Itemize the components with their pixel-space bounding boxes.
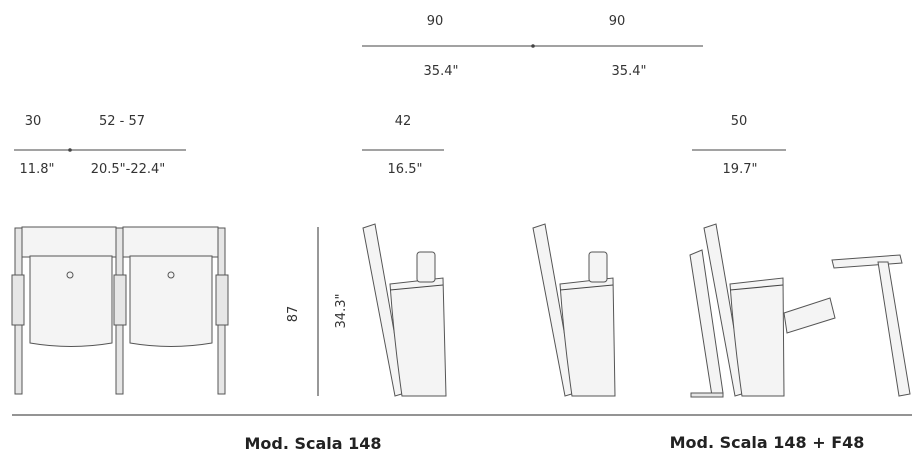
tablet-cm: 50 [731, 114, 748, 129]
side2-body [559, 277, 616, 397]
top-left-cm: 90 [427, 14, 444, 29]
side2-armrest [588, 251, 608, 283]
front-dimension: 30 52 - 57 11.8" 20.5"-22.4" [14, 114, 186, 177]
writing-tablet-top [831, 254, 903, 269]
front-backrest-left [21, 226, 117, 258]
side-in: 16.5" [388, 162, 423, 177]
side3-base-plate [690, 392, 724, 398]
front-seat-left [29, 255, 113, 347]
front-width-in: 20.5"-22.4" [91, 162, 166, 177]
side3-seat-line [729, 284, 784, 291]
front-depth-in: 11.8" [20, 162, 55, 177]
side3-body [729, 277, 785, 397]
caption-model-left: Mod. Scala 148 [244, 434, 381, 453]
side3-folded-tablet [783, 297, 836, 334]
tablet-dimension: 50 19.7" [692, 114, 786, 177]
side-view-with-tablet [689, 223, 911, 398]
front-backrest-right [122, 226, 219, 258]
front-armrest-left [11, 274, 25, 326]
side-dimension: 42 16.5" [362, 114, 444, 177]
side1-armrest [416, 251, 436, 283]
front-armrest-right [215, 274, 229, 326]
side-view-seat-folded [532, 223, 616, 397]
front-depth-cm: 30 [25, 114, 42, 129]
height-dimension: 87 34.3" [286, 227, 349, 396]
front-dimension-midpoint [68, 148, 72, 152]
front-armrest-middle [113, 274, 127, 326]
writing-tablet-support [877, 261, 911, 397]
top-left-in: 35.4" [424, 64, 459, 79]
top-right-cm: 90 [609, 14, 626, 29]
tablet-in: 19.7" [723, 162, 758, 177]
height-cm: 87 [286, 306, 301, 323]
seat-number-disc-left [66, 271, 74, 279]
top-dimension: 90 90 35.4" 35.4" [362, 14, 703, 79]
seat-number-disc-right [167, 271, 175, 279]
top-dimension-midpoint [531, 44, 535, 48]
side2-seat-line [559, 284, 614, 291]
front-seat-right [129, 255, 213, 347]
side1-seat-line [389, 284, 444, 291]
side-view-seat-open [362, 223, 447, 397]
caption-model-right: Mod. Scala 148 + F48 [670, 433, 865, 452]
top-right-in: 35.4" [612, 64, 647, 79]
side-cm: 42 [395, 114, 412, 129]
front-width-cm: 52 - 57 [99, 114, 145, 129]
side1-body [389, 277, 447, 397]
height-in: 34.3" [334, 294, 349, 329]
front-view-two-seats [11, 226, 229, 395]
